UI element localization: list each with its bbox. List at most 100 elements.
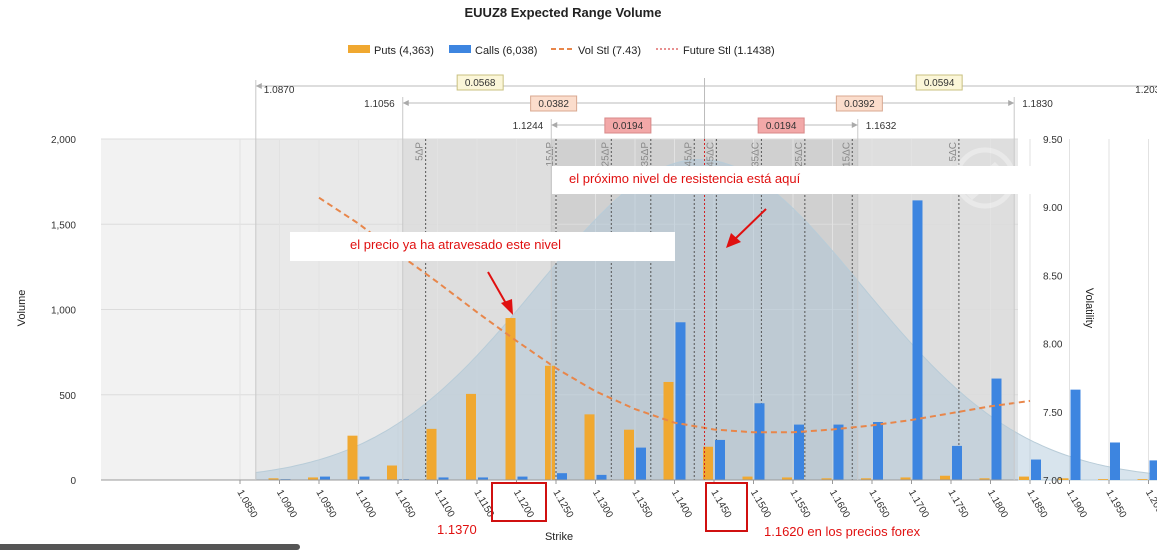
range-down-value: 0.0382 bbox=[538, 99, 569, 110]
put-bar bbox=[426, 428, 437, 480]
range-up-value: 0.0194 bbox=[766, 121, 797, 132]
delta-label: 45ΔP bbox=[683, 142, 694, 167]
annotation-box-resistance bbox=[552, 166, 1031, 194]
x-tick-label: 1.2000 bbox=[1143, 488, 1157, 520]
call-bar bbox=[1149, 460, 1157, 480]
put-bar bbox=[663, 381, 674, 480]
y-tick-label: 1,000 bbox=[51, 306, 76, 317]
range-high-label: 1.1632 bbox=[866, 121, 897, 132]
legend-vol-stl: Vol Stl (7.43) bbox=[578, 45, 641, 57]
x-tick-label: 1.0900 bbox=[274, 488, 299, 520]
delta-label: 5ΔP bbox=[415, 142, 426, 161]
range-arrow-high bbox=[1008, 100, 1015, 106]
x-tick-label: 1.1900 bbox=[1064, 488, 1089, 520]
put-bar bbox=[268, 478, 279, 480]
annotation-resistance: el próximo nivel de resistencia está aqu… bbox=[569, 171, 801, 186]
call-bar bbox=[794, 424, 804, 480]
annotation-crossed: el precio ya ha atravesado este nivel bbox=[350, 237, 561, 252]
legend-calls: Calls (6,038) bbox=[475, 45, 537, 57]
put-bar bbox=[545, 365, 555, 480]
put-bar bbox=[584, 414, 595, 480]
x-tick-label: 1.1750 bbox=[945, 488, 970, 520]
call-bar bbox=[754, 403, 765, 480]
put-bar bbox=[505, 318, 516, 480]
x-tick-label: 1.1550 bbox=[787, 488, 812, 520]
x-tick-label: 1.0850 bbox=[234, 488, 259, 520]
range-high-label: 1.1830 bbox=[1022, 99, 1053, 110]
range-down-box bbox=[530, 95, 578, 112]
y2-tick-label: 9.50 bbox=[1043, 135, 1063, 146]
horizontal-scrollbar[interactable] bbox=[0, 544, 300, 550]
annotation-box-crossed bbox=[290, 232, 675, 261]
x-tick-label: 1.1100 bbox=[432, 488, 457, 520]
x-tick-label: 1.0950 bbox=[313, 488, 338, 520]
x-tick-label: 1.1300 bbox=[590, 488, 615, 520]
x-tick-label: 1.1200 bbox=[511, 488, 536, 520]
y-tick-label: 500 bbox=[59, 391, 76, 402]
range-arrow-low bbox=[402, 100, 409, 106]
delta-label: 25ΔP bbox=[600, 142, 611, 167]
call-bar bbox=[1031, 459, 1041, 480]
call-bar bbox=[596, 474, 607, 480]
delta-label: 15ΔC bbox=[841, 142, 852, 167]
x-tick-label: 1.1650 bbox=[866, 488, 891, 520]
call-bar bbox=[912, 200, 923, 480]
y2-tick-label: 9.00 bbox=[1043, 203, 1063, 214]
y2-tick-label: 8.00 bbox=[1043, 340, 1063, 351]
range-arrow-high bbox=[851, 122, 858, 128]
put-bar bbox=[624, 429, 634, 480]
x-tick-label: 1.1250 bbox=[550, 488, 575, 520]
x-tick-label: 1.1400 bbox=[669, 488, 694, 520]
call-bar bbox=[478, 477, 488, 480]
put-bar bbox=[782, 477, 792, 480]
arrow-to-1400-bar bbox=[487, 271, 513, 315]
volume-bars bbox=[268, 200, 1157, 480]
put-bar bbox=[742, 476, 753, 480]
vol-stl-line bbox=[318, 196, 1031, 434]
range-low-label: 1.0870 bbox=[264, 85, 295, 96]
y-tick-label: 1,500 bbox=[51, 220, 76, 231]
call-bar bbox=[557, 473, 567, 480]
chart-title: EUUZ8 Expected Range Volume bbox=[465, 5, 662, 20]
call-bar bbox=[320, 476, 330, 480]
range-low-label: 1.1056 bbox=[364, 99, 395, 110]
legend-swatch-puts bbox=[348, 45, 370, 53]
legend-puts: Puts (4,363) bbox=[374, 45, 434, 57]
x-tick-label: 1.1450 bbox=[708, 488, 733, 520]
put-bar bbox=[1098, 479, 1108, 480]
delta-label: 35ΔP bbox=[640, 142, 651, 167]
put-bar bbox=[821, 478, 832, 480]
put-bar bbox=[347, 435, 358, 480]
x-tick-label: 1.1600 bbox=[827, 488, 852, 520]
call-bar bbox=[1110, 442, 1120, 480]
y2-tick-label: 7.50 bbox=[1043, 408, 1063, 419]
range-up-value: 0.0594 bbox=[924, 78, 955, 89]
put-bar bbox=[466, 393, 476, 480]
expected-range-brackets: 1.0870 1.2032 0.0568 0.0594 1.1056 1.1830 0.03… bbox=[255, 74, 1157, 480]
put-bar bbox=[940, 475, 950, 480]
x-tick-label: 1.1500 bbox=[748, 488, 773, 520]
y2-tick-label: 7.00 bbox=[1043, 476, 1063, 487]
annotation-level-1620: 1.1620 en los precios forex bbox=[764, 524, 921, 539]
range-arrow-low bbox=[255, 83, 262, 89]
range-down-box bbox=[604, 117, 652, 134]
range-high-label: 1.2032 bbox=[1135, 85, 1157, 96]
x-tick-label: 1.1050 bbox=[392, 488, 417, 520]
x-tick-label: 1.1350 bbox=[629, 488, 654, 520]
y-tick-label: 2,000 bbox=[51, 135, 76, 146]
highlight-box-1400 bbox=[491, 482, 547, 522]
x-tick-label: 1.1950 bbox=[1103, 488, 1128, 520]
put-bar bbox=[1019, 476, 1029, 480]
call-bar bbox=[833, 424, 844, 480]
call-bar bbox=[715, 439, 725, 480]
delta-label: 25ΔC bbox=[794, 142, 805, 167]
legend-future-stl: Future Stl (1.1438) bbox=[683, 45, 775, 57]
range-down-box bbox=[456, 74, 504, 91]
put-bar bbox=[861, 478, 871, 480]
x-tick-label: 1.1800 bbox=[985, 488, 1010, 520]
arrow-to-1650-bar bbox=[726, 208, 767, 248]
delta-label: 15ΔP bbox=[545, 142, 556, 167]
x-axis-label: Strike bbox=[545, 531, 573, 543]
x-axis-ticks: 1.0850 1.0900 1.0950 1.1000 1.1050 1.1100 1.11… bbox=[234, 480, 1157, 520]
call-bar bbox=[873, 422, 883, 480]
